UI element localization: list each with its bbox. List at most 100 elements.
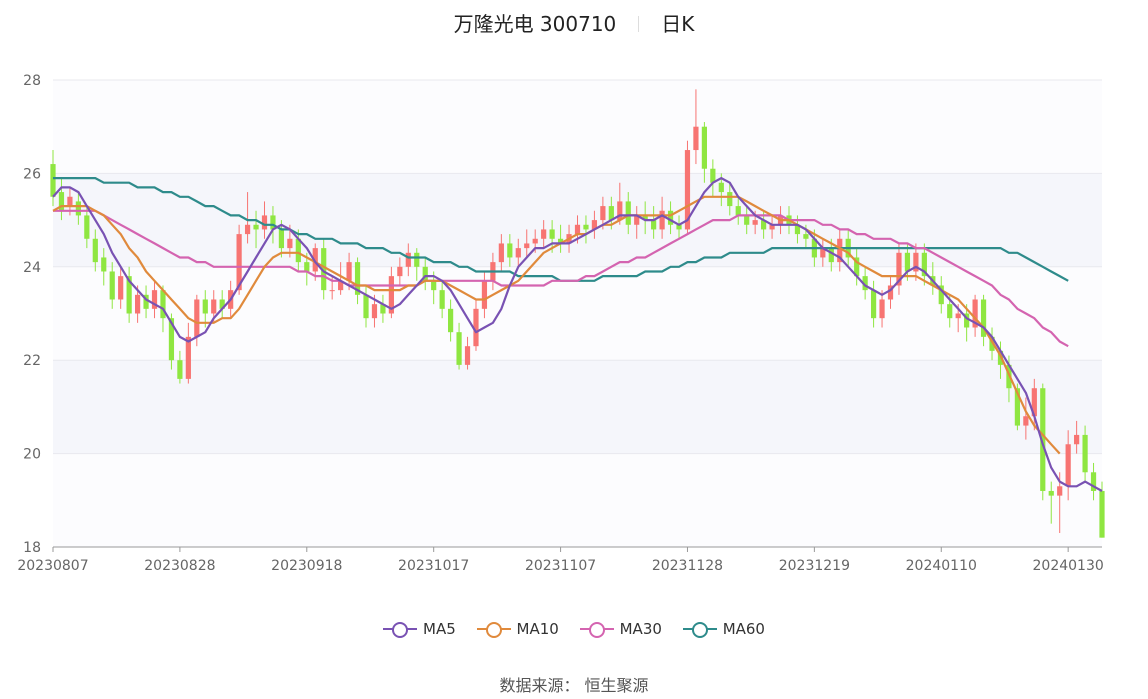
candle-body <box>405 252 411 267</box>
candle-body <box>676 224 682 230</box>
candle-body <box>371 304 378 319</box>
candle-body <box>634 215 640 225</box>
candle-body <box>718 182 724 193</box>
candle-body <box>854 257 860 277</box>
x-tick-label: 20240110 <box>906 558 977 574</box>
candle-body <box>896 252 902 286</box>
candle-body <box>397 266 403 277</box>
y-tick-label: 20 <box>23 447 41 463</box>
candle-body <box>304 262 310 272</box>
candle-body <box>667 210 674 225</box>
candle-body <box>194 299 200 337</box>
candle-body <box>109 271 115 300</box>
candle-body <box>1090 472 1097 491</box>
candle-body <box>532 238 538 244</box>
candle-body <box>464 346 471 365</box>
candle-body <box>693 126 699 151</box>
candle-body <box>1099 490 1105 538</box>
candle-body <box>541 229 547 239</box>
candle-body <box>617 201 623 221</box>
candle-body <box>211 299 217 314</box>
candle-body <box>346 262 352 281</box>
candle-body <box>769 224 775 230</box>
candle-body <box>1023 416 1029 426</box>
candle-body <box>887 285 894 300</box>
candle-body <box>820 248 826 258</box>
legend-item-ma30[interactable]: MA30 <box>579 620 662 638</box>
candle-body <box>363 294 369 319</box>
candle-body <box>456 332 462 365</box>
candle-body <box>557 238 564 244</box>
candle-body <box>236 234 242 291</box>
candle-body <box>261 215 268 230</box>
candle-body <box>126 276 132 314</box>
candle-body <box>185 336 191 379</box>
candle-body <box>583 224 589 230</box>
candle-body <box>101 257 107 272</box>
candle-body <box>1031 388 1037 417</box>
candle-body <box>473 308 479 347</box>
background-bands <box>53 80 1102 547</box>
candle-body <box>1074 434 1080 445</box>
candle-body <box>160 290 166 319</box>
candle-body <box>380 304 386 314</box>
candle-body <box>422 266 428 281</box>
y-tick-label: 28 <box>23 73 41 89</box>
candle-body <box>710 168 716 183</box>
candle-body <box>651 220 657 230</box>
period-label: 日K <box>661 12 695 36</box>
x-tick-label: 20230828 <box>144 558 215 574</box>
candle-body <box>354 262 361 295</box>
candle-body <box>338 280 344 291</box>
candle-body <box>921 252 927 277</box>
candle-body <box>913 252 919 272</box>
y-tick-label: 22 <box>23 353 41 369</box>
candle-body <box>58 192 65 211</box>
candle-body <box>439 290 445 309</box>
legend-ma5-label: MA5 <box>423 620 456 638</box>
candle-body <box>515 248 521 258</box>
x-tick-label: 20231017 <box>398 558 469 574</box>
candle-body <box>295 238 301 263</box>
candle-body <box>980 299 987 337</box>
candle-body <box>287 238 293 249</box>
candle-body <box>431 280 437 291</box>
legend-item-ma10[interactable]: MA10 <box>476 620 559 638</box>
candle-body <box>1082 434 1088 473</box>
candle-body <box>219 299 225 309</box>
candle-body <box>752 220 758 225</box>
candlestick-chart: 18 20 22 24 26 28 20230807 20230828 20230918 2023… <box>17 73 1105 574</box>
candle-body <box>735 206 741 216</box>
candle-body <box>989 336 995 351</box>
candle-body <box>1065 444 1071 487</box>
candle-body <box>151 290 158 309</box>
band <box>53 360 1102 454</box>
x-tick-label: 20231219 <box>779 558 850 574</box>
candle-body <box>414 252 420 267</box>
ma5-line <box>52 177 1103 492</box>
candle-body <box>67 196 73 207</box>
candle-body <box>168 318 175 361</box>
candle-body <box>202 299 208 314</box>
legend-ma5-marker <box>383 622 417 638</box>
x-tick-label: 20240130 <box>1033 558 1104 574</box>
candle-body <box>118 276 124 300</box>
x-tick-label: 20230918 <box>271 558 342 574</box>
candle-body <box>270 215 276 230</box>
legend-item-ma5[interactable]: MA5 <box>383 620 456 638</box>
candle-body <box>972 299 978 328</box>
stock-name: 万隆光电 300710 <box>453 12 617 36</box>
legend-ma60-label: MA60 <box>722 620 765 638</box>
candle-body <box>549 229 555 239</box>
candle-body <box>744 215 750 225</box>
x-tick-label: 20231128 <box>652 558 723 574</box>
legend-item-ma60[interactable]: MA60 <box>682 620 765 638</box>
grid-lines <box>53 79 1102 455</box>
candle-body <box>75 201 81 216</box>
axes: 18 20 22 24 26 28 20230807 20230828 20230918 2023… <box>17 73 1103 574</box>
legend-ma30-label: MA30 <box>619 620 662 638</box>
candle-body <box>244 224 251 235</box>
candle-body <box>600 206 606 221</box>
candle-body <box>828 248 834 263</box>
candle-body <box>524 243 530 249</box>
